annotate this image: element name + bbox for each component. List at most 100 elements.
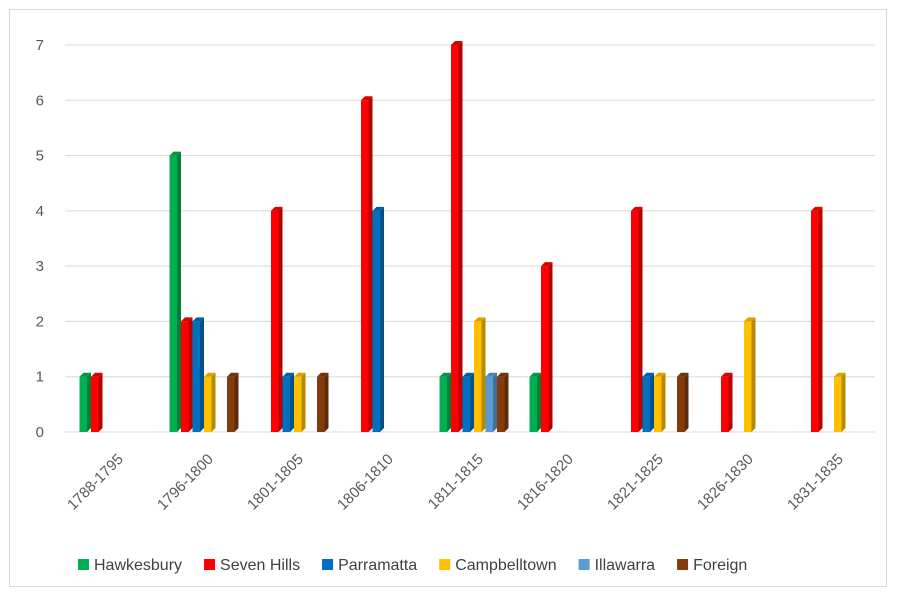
x-tick-label: 1826-1830	[694, 451, 757, 514]
x-tick-label: 1806-1810	[334, 451, 397, 514]
bar-top	[282, 372, 294, 377]
y-axis-ticks: 0 1 2 3 4 5 6 7	[36, 37, 44, 441]
x-tick-label: 1788-1795	[64, 451, 127, 514]
bar-side	[301, 372, 306, 432]
bar-front	[227, 376, 235, 432]
bar	[497, 372, 509, 432]
bar-top	[271, 206, 283, 211]
bar-top	[834, 372, 846, 377]
bar-side	[211, 372, 216, 432]
bar-top	[462, 372, 474, 377]
bar-top	[451, 41, 463, 45]
y-tick-label: 2	[36, 313, 44, 330]
bar-side	[177, 151, 181, 433]
y-tick-label: 4	[36, 203, 44, 220]
chart-frame	[9, 9, 887, 587]
bar-side	[87, 372, 91, 432]
bar	[631, 206, 643, 432]
bar	[677, 372, 689, 432]
bar-side	[380, 206, 384, 432]
bar	[181, 317, 193, 432]
bar-top	[654, 372, 666, 377]
bar-front	[169, 155, 177, 433]
bar-side	[661, 372, 666, 432]
bar-side	[841, 372, 846, 432]
y-tick-label: 7	[36, 37, 44, 54]
bar-top	[677, 372, 689, 377]
bar	[361, 96, 373, 433]
bar-top	[204, 372, 216, 377]
bar-side	[290, 372, 294, 432]
bar-side	[638, 206, 643, 432]
x-tick-label: 1796-1800	[154, 451, 217, 514]
x-tick-label: 1821-1825	[604, 451, 667, 514]
bar-top	[529, 372, 541, 377]
bar-top	[192, 317, 204, 322]
bar-top	[642, 372, 654, 377]
bar-top	[361, 96, 373, 101]
legend-swatch	[439, 559, 451, 570]
bar-front	[677, 376, 685, 432]
x-tick-label: 1816-1820	[514, 451, 577, 514]
y-tick-label: 1	[36, 369, 44, 386]
x-tick-label: 1801-1805	[244, 451, 307, 514]
bar-front	[811, 210, 819, 432]
bar-top	[91, 372, 103, 377]
bar-side	[98, 372, 103, 432]
bar-top	[372, 206, 384, 211]
bar-top	[474, 317, 486, 322]
bar	[474, 317, 486, 432]
legend-swatch	[322, 559, 334, 570]
legend-item: Seven Hills	[204, 557, 300, 574]
x-axis-ticks: 1788-1795 1796-1800 1801-1805 1806-1810 1811…	[64, 451, 847, 514]
legend-item: Foreign	[677, 557, 747, 574]
bar-side	[447, 372, 451, 432]
bar-side	[200, 317, 204, 432]
bar	[204, 372, 216, 432]
y-tick-label: 6	[36, 92, 44, 109]
bar-side	[278, 206, 283, 432]
bar	[642, 372, 654, 432]
bar-side	[504, 372, 509, 432]
legend-swatch	[677, 559, 689, 570]
bar-top	[79, 372, 91, 377]
bar-top	[439, 372, 451, 377]
bar-front	[497, 376, 505, 432]
legend-swatch	[204, 559, 216, 570]
legend-label: Hawkesbury	[94, 557, 182, 574]
bar	[451, 41, 463, 432]
legend-item: Parramatta	[322, 557, 417, 574]
bar	[721, 372, 733, 432]
legend-item: Illawarra	[578, 557, 655, 574]
bar	[192, 317, 204, 432]
bar-front	[282, 376, 290, 432]
bar	[529, 372, 541, 432]
bar	[541, 262, 553, 432]
bar-front	[474, 321, 482, 432]
bar-front	[204, 376, 212, 432]
bar-front	[541, 266, 549, 432]
x-tick-label: 1811-1815	[425, 451, 487, 513]
bar-front	[631, 210, 639, 432]
bar-top	[294, 372, 306, 377]
y-tick-label: 0	[36, 424, 44, 441]
bar-top	[317, 372, 329, 377]
y-tick-label: 5	[36, 148, 44, 165]
legend-swatch	[578, 559, 590, 570]
bar-top	[169, 151, 181, 156]
bar-front	[642, 376, 650, 432]
bar	[317, 372, 329, 432]
bar-top	[721, 372, 733, 377]
bar-side	[493, 372, 497, 432]
bar-front	[439, 376, 447, 432]
bar	[227, 372, 239, 432]
bar-side	[650, 372, 654, 432]
bar-front	[361, 100, 369, 433]
bar	[485, 372, 497, 432]
bar-side	[368, 96, 373, 433]
bar	[91, 372, 103, 432]
bar	[282, 372, 294, 432]
bar	[169, 151, 181, 433]
bar	[271, 206, 283, 432]
